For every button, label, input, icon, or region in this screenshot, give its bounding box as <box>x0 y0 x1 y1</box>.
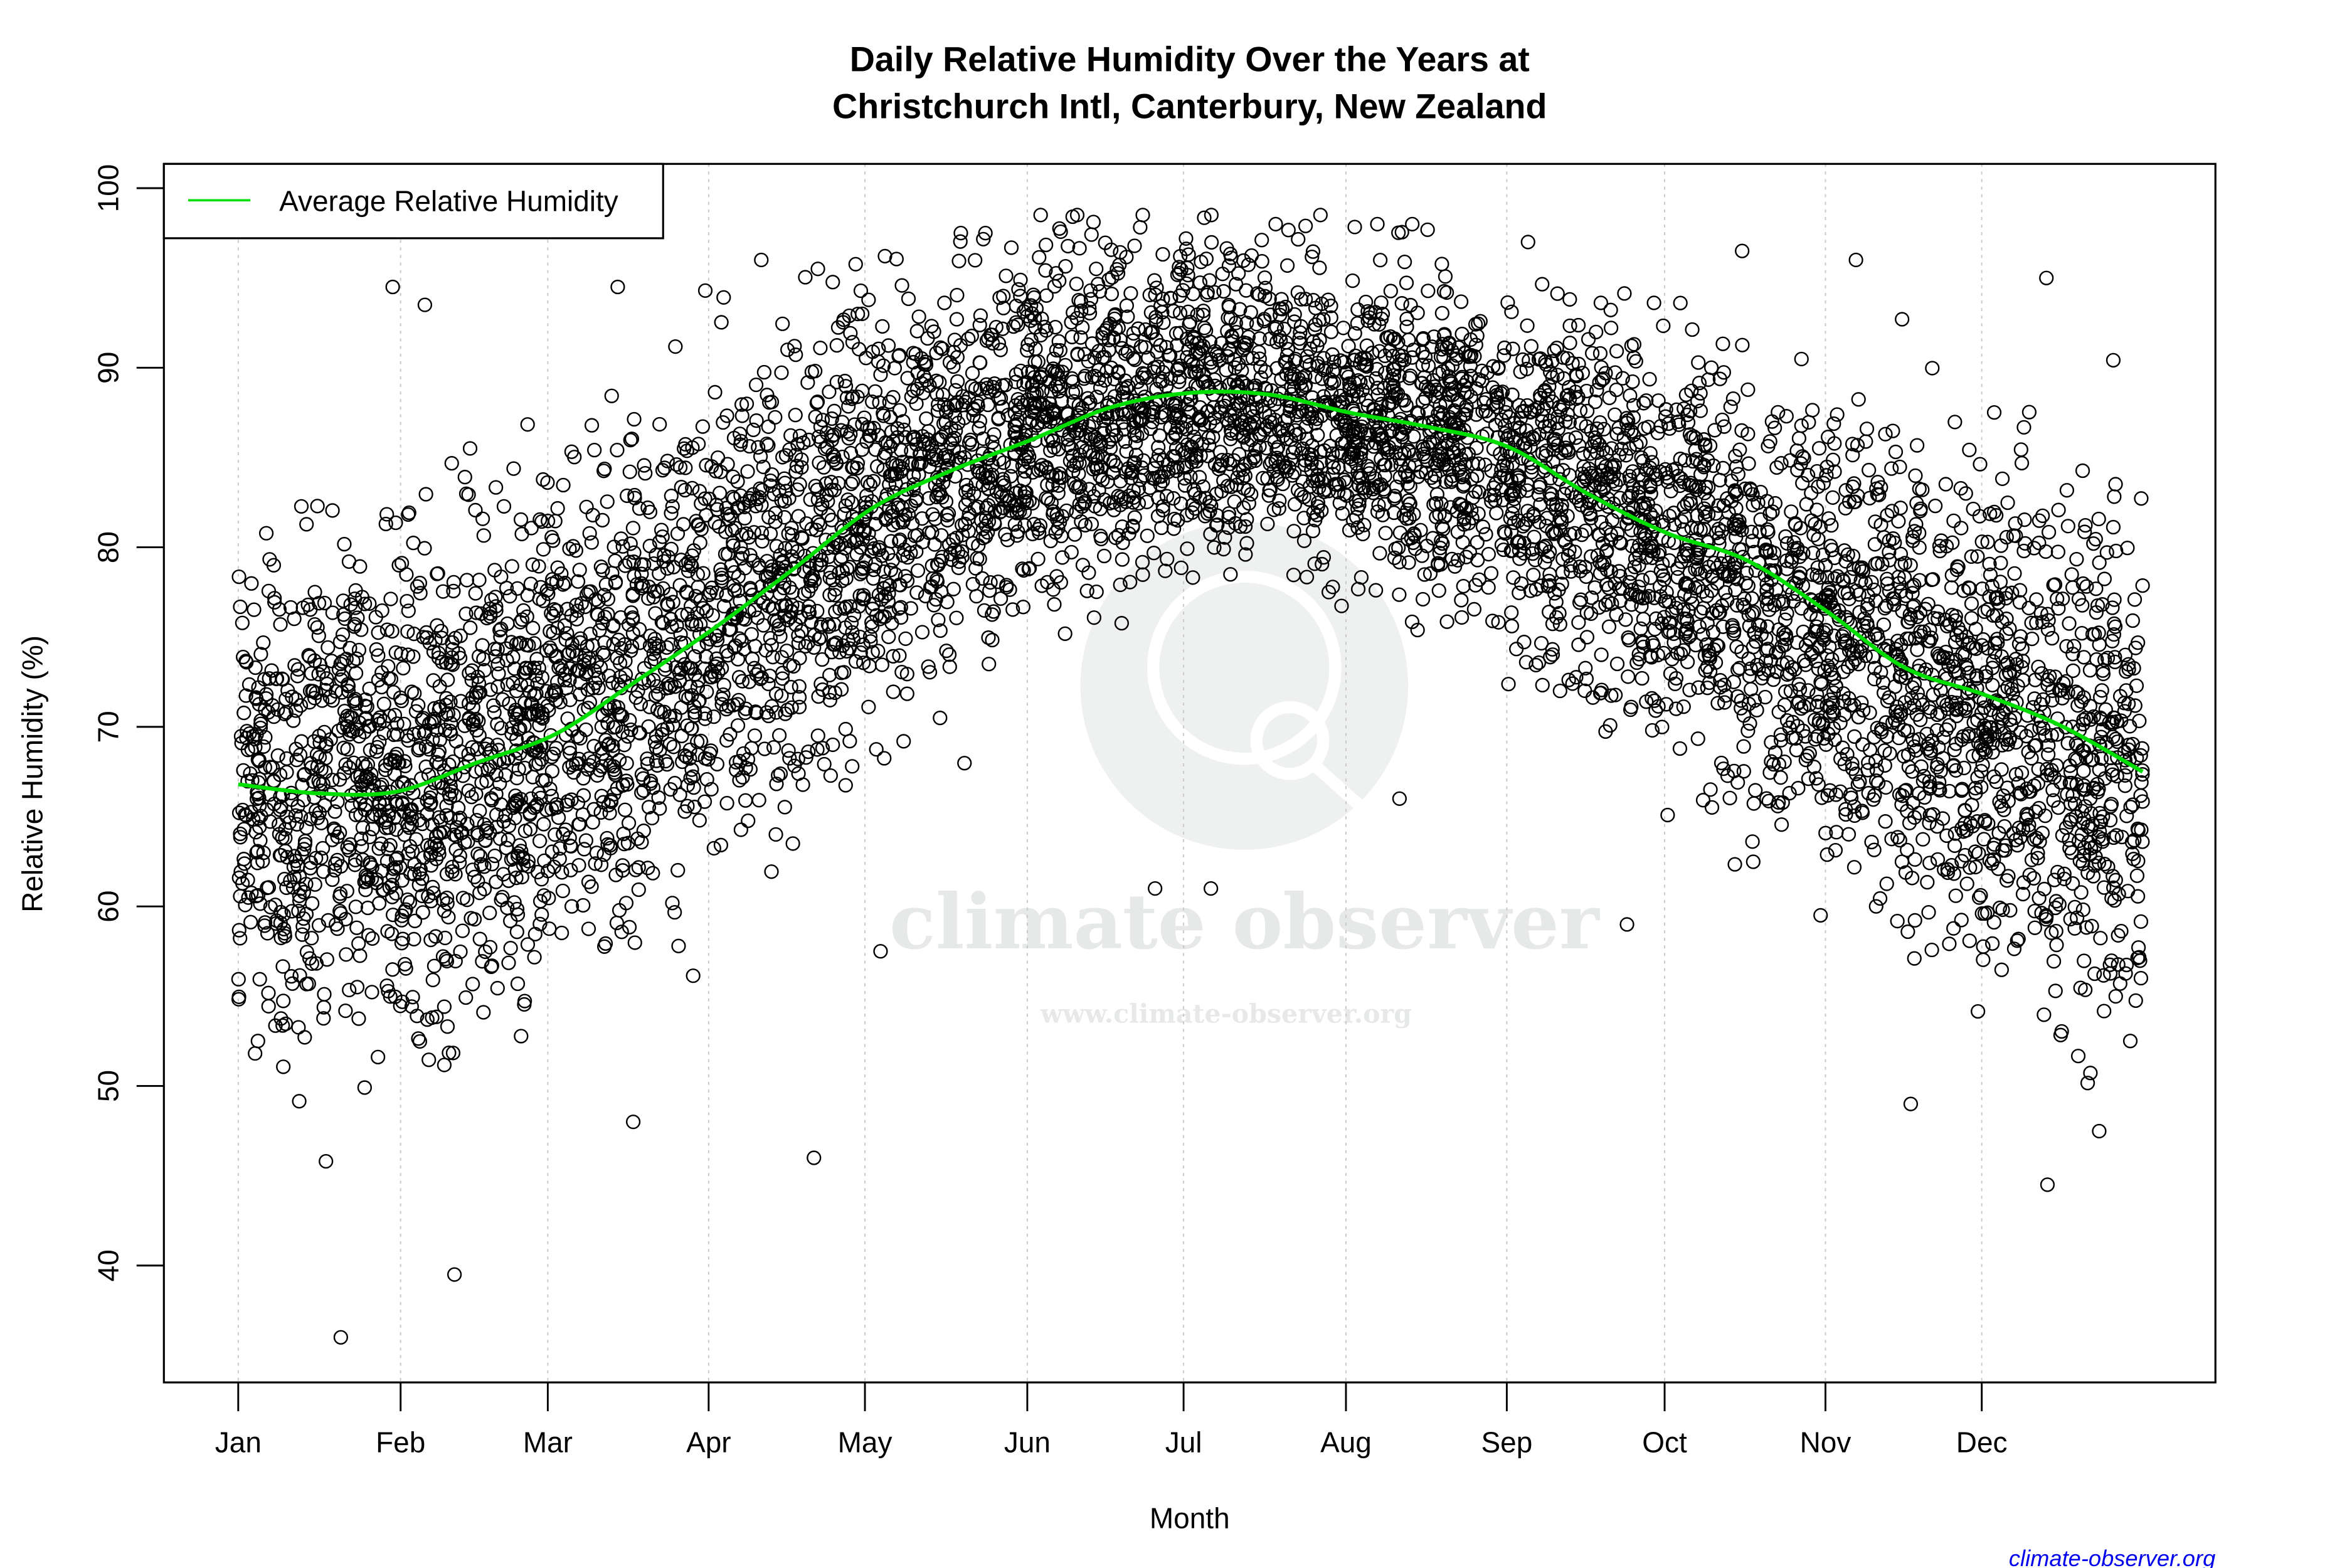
x-tick-label: Mar <box>523 1426 573 1458</box>
x-tick-label: Oct <box>1642 1426 1687 1458</box>
y-tick-label: 70 <box>92 711 125 743</box>
legend: Average Relative Humidity <box>162 162 664 240</box>
x-tick-label: Aug <box>1320 1426 1372 1458</box>
scatter-points <box>231 208 2150 1345</box>
x-tick-label: Jul <box>1165 1426 1202 1458</box>
x-axis: Jan Feb Mar Apr May Jun Jul Aug Sep Oct Nov Dec <box>215 1382 2008 1458</box>
x-tick-label: Dec <box>1956 1426 2008 1458</box>
x-tick-label: Feb <box>376 1426 425 1458</box>
x-axis-title: Month <box>1150 1502 1230 1534</box>
y-tick-label: 100 <box>92 164 125 213</box>
chart-title-line-2: Christchurch Intl, Canterbury, New Zeala… <box>832 87 1547 126</box>
x-tick-label: Nov <box>1800 1426 1851 1458</box>
watermark-url: www.climate-observer.org <box>1040 999 1412 1029</box>
plot-frame <box>162 162 2217 1384</box>
x-tick-label: Jan <box>215 1426 262 1458</box>
average-humidity-line <box>238 389 2144 797</box>
watermark: climate observer www.climate-observer.or… <box>889 522 1600 1029</box>
y-tick-label: 40 <box>92 1249 125 1281</box>
y-tick-label: 90 <box>92 352 125 384</box>
chart-title-line-1: Daily Relative Humidity Over the Years a… <box>850 40 1530 79</box>
y-tick-label: 80 <box>92 531 125 563</box>
y-axis-title: Relative Humidity (%) <box>16 635 49 913</box>
y-tick-label: 60 <box>92 891 125 923</box>
x-tick-label: May <box>838 1426 893 1458</box>
credit-link[interactable]: climate-observer.org <box>2009 1545 2215 1568</box>
legend-label: Average Relative Humidity <box>279 184 618 217</box>
x-tick-label: Jun <box>1004 1426 1051 1458</box>
x-tick-label: Apr <box>686 1426 731 1458</box>
x-tick-label: Sep <box>1481 1426 1533 1458</box>
y-axis: 40 50 60 70 80 90 100 <box>92 164 164 1281</box>
y-tick-label: 50 <box>92 1070 125 1102</box>
watermark-brand: climate observer <box>889 877 1600 967</box>
